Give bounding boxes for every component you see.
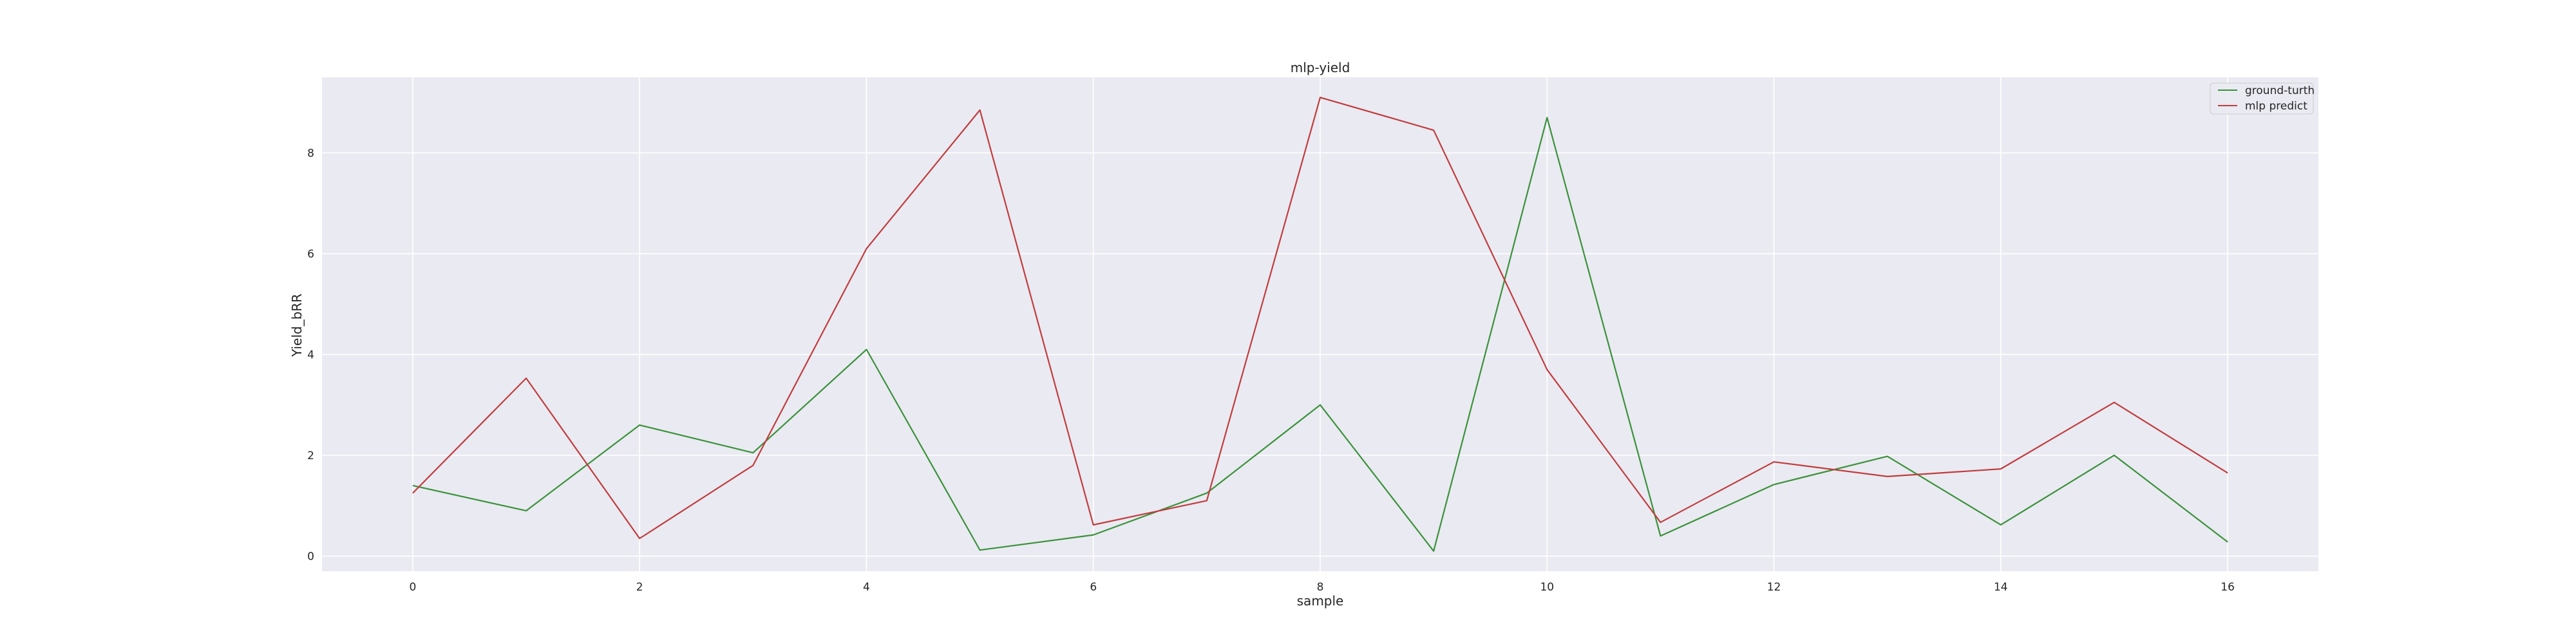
x-tick-label: 2 <box>636 581 643 594</box>
y-tick-label: 6 <box>307 248 314 261</box>
tick-labels: 0 2 4 6 8 10 12 14 16 0 2 4 6 8 <box>307 147 2235 594</box>
legend: ground-turth mlp predict <box>2210 82 2315 115</box>
x-tick-label: 12 <box>1767 581 1781 594</box>
y-tick-label: 4 <box>307 348 314 361</box>
x-tick-label: 6 <box>1090 581 1097 594</box>
series-line-mlp-predict <box>412 97 2228 540</box>
grid-lines <box>322 77 2318 571</box>
y-tick-label: 8 <box>307 147 314 160</box>
chart-title: mlp-yield <box>1291 60 1350 75</box>
x-tick-label: 10 <box>1540 581 1554 594</box>
x-tick-label: 16 <box>2221 581 2235 594</box>
series-line-ground-turth <box>412 117 2228 552</box>
x-tick-label: 8 <box>1317 581 1324 594</box>
legend-label-ground-turth: ground-turth <box>2245 84 2315 97</box>
x-tick-label: 0 <box>409 581 416 594</box>
y-axis-label: Yield_bRR <box>289 294 305 357</box>
series-lines <box>412 97 2228 552</box>
x-axis-label: sample <box>1297 593 1344 609</box>
y-tick-label: 2 <box>307 450 314 462</box>
y-tick-label: 0 <box>307 551 314 564</box>
x-tick-label: 14 <box>1994 581 2008 594</box>
x-tick-label: 4 <box>863 581 870 594</box>
legend-label-mlp-predict: mlp predict <box>2245 100 2307 113</box>
